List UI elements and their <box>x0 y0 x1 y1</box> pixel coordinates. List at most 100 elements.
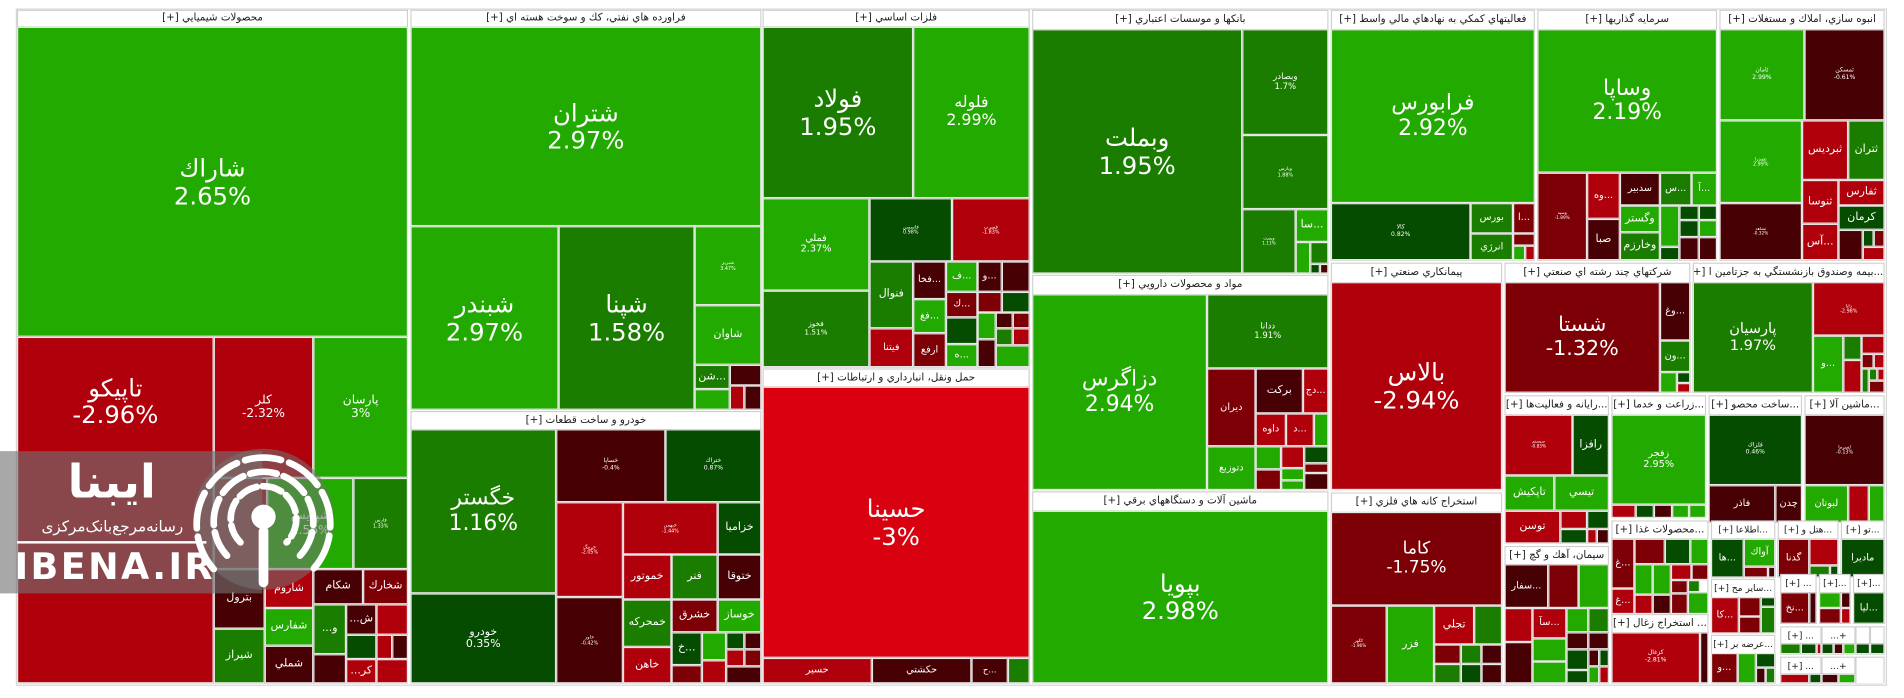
stock-tile[interactable]: ...س <box>1659 172 1692 206</box>
stock-tile[interactable]: ...و <box>1812 335 1844 393</box>
stock-tile[interactable]: ارفع <box>913 333 946 368</box>
stock-tile[interactable]: شپنا 1.58% <box>558 226 695 410</box>
stock-tile[interactable] <box>1481 644 1503 664</box>
stock-tile[interactable]: ختراك 0.87% <box>665 429 762 503</box>
stock-tile[interactable] <box>1840 608 1851 624</box>
stock-tile[interactable]: خزاميا <box>717 502 762 555</box>
stock-tile[interactable]: كگهر -1.96% <box>1330 605 1387 684</box>
stock-tile[interactable] <box>995 345 1030 368</box>
stock-tile[interactable]: شبندر 2.97% <box>410 226 559 410</box>
stock-tile[interactable]: انرژي <box>1470 233 1514 261</box>
sector-header-expand[interactable]: سرمايه گذاريها [+] <box>1538 10 1716 31</box>
sector-header-expand[interactable]: انبوه سازي، املاك و مستغلات [+] <box>1720 10 1884 31</box>
stock-tile[interactable]: شستا -1.32% <box>1504 282 1660 393</box>
stock-tile[interactable]: ...شن <box>694 364 730 390</box>
stock-tile[interactable]: خاور -0.42% <box>556 597 623 684</box>
stock-tile[interactable]: ...غ <box>1611 538 1635 589</box>
stock-tile[interactable] <box>1588 608 1609 633</box>
sector-header-expand[interactable]: فعاليتهاي كمكي به نهادهاي مالي واسط [+] <box>1332 10 1534 31</box>
stock-tile[interactable] <box>1689 504 1707 519</box>
sector-header-expand[interactable] <box>1871 627 1884 645</box>
sector-header-expand[interactable]: سيمان، آهك و گچ [+] <box>1505 547 1608 566</box>
stock-tile[interactable]: ثامان 2.99% <box>1719 29 1805 121</box>
stock-tile[interactable]: فاذر <box>1708 485 1776 523</box>
stock-tile[interactable] <box>977 339 996 368</box>
stock-tile[interactable]: ...د <box>1285 413 1314 447</box>
stock-tile[interactable] <box>1474 605 1503 645</box>
stock-tile[interactable]: ثفارس <box>1838 179 1885 206</box>
sector-header-expand[interactable]: ...محصولات غذا [+] <box>1612 521 1708 540</box>
stock-tile[interactable] <box>1819 592 1841 608</box>
stock-tile[interactable] <box>1672 504 1690 519</box>
stock-tile[interactable]: و... <box>313 604 347 655</box>
sector-header-expand[interactable]: محصولات شيميايي [+] <box>18 10 407 28</box>
stock-tile[interactable] <box>1698 237 1718 261</box>
stock-tile[interactable]: ثشاهد -0.32% <box>1719 203 1803 261</box>
sector-header-expand[interactable]: خودرو و ساخت قطعات [+] <box>411 412 761 431</box>
stock-tile[interactable] <box>1679 237 1699 261</box>
stock-tile[interactable]: رافزا <box>1572 414 1609 476</box>
stock-tile[interactable] <box>1838 229 1863 261</box>
stock-tile[interactable]: ...وغ <box>1659 282 1691 341</box>
stock-tile[interactable]: ثتران <box>1848 120 1885 180</box>
stock-tile[interactable] <box>1755 667 1766 684</box>
stock-tile[interactable]: خوساز <box>717 599 762 633</box>
sector-header-expand[interactable]: ... [+] <box>1781 627 1821 645</box>
stock-tile[interactable] <box>1255 469 1282 491</box>
stock-tile[interactable] <box>1513 233 1535 246</box>
stock-tile[interactable] <box>1809 538 1839 566</box>
stock-tile[interactable] <box>1281 446 1305 469</box>
stock-tile[interactable]: خموتور <box>622 554 672 600</box>
stock-tile[interactable] <box>1687 592 1709 615</box>
stock-tile[interactable]: ...ا <box>1513 203 1535 234</box>
stock-tile[interactable]: ...ح <box>971 657 1008 684</box>
stock-tile[interactable]: ...نخ <box>1780 592 1810 624</box>
stock-tile[interactable]: كزغال -2.81% <box>1611 632 1701 684</box>
stock-tile[interactable] <box>1679 220 1699 238</box>
stock-tile[interactable] <box>1255 446 1282 470</box>
stock-tile[interactable]: دتوزيع <box>1207 446 1256 491</box>
stock-tile[interactable] <box>1587 510 1609 529</box>
sector-header-expand[interactable]: ... [+] <box>1781 575 1816 594</box>
stock-tile[interactable] <box>1560 528 1588 544</box>
stock-tile[interactable] <box>1700 632 1709 684</box>
stock-tile[interactable]: وپست 1.11% <box>1242 209 1296 274</box>
stock-tile[interactable]: فخوز 1.51% <box>762 290 870 368</box>
sector-header-expand[interactable]: ...ساير مح [+] <box>1712 580 1775 599</box>
stock-tile[interactable] <box>1738 597 1761 617</box>
sector-header-expand[interactable]: ...ماشين آلا [+] <box>1805 396 1884 416</box>
stock-tile[interactable]: آواك <box>1743 538 1776 567</box>
stock-tile[interactable]: فلوله 2.99% <box>913 26 1030 199</box>
stock-tile[interactable] <box>1819 608 1841 624</box>
stock-tile[interactable] <box>1862 229 1874 247</box>
stock-tile[interactable]: پارسان 3% <box>313 336 409 478</box>
stock-tile[interactable]: ...و <box>1710 652 1738 684</box>
stock-tile[interactable]: ثنوسا <box>1802 179 1839 224</box>
stock-tile[interactable] <box>376 604 409 635</box>
sector-header-expand[interactable]: ... استخراج زغال [+] <box>1612 615 1708 634</box>
stock-tile[interactable] <box>1843 643 1856 655</box>
stock-tile[interactable]: لبوتان <box>1804 485 1849 523</box>
sector-header-expand[interactable]: ... [+] <box>1781 657 1821 675</box>
sector-header-expand[interactable] <box>1856 657 1884 685</box>
stock-tile[interactable] <box>1588 649 1600 667</box>
stock-tile[interactable] <box>1635 504 1654 519</box>
stock-tile[interactable] <box>1768 566 1776 578</box>
stock-tile[interactable]: توسن <box>1504 510 1561 544</box>
stock-tile[interactable] <box>744 649 762 667</box>
stock-tile[interactable]: شاوان <box>694 305 762 365</box>
sector-header-expand[interactable]: استخراج كانه هاي فلزي [+] <box>1332 493 1501 514</box>
stock-tile[interactable] <box>726 649 745 667</box>
sector-header-expand[interactable]: +... <box>1822 627 1855 645</box>
stock-tile[interactable] <box>1587 528 1597 544</box>
stock-tile[interactable] <box>1809 592 1817 624</box>
stock-tile[interactable] <box>726 632 745 650</box>
stock-tile[interactable]: ماديرا <box>1840 538 1885 578</box>
stock-tile[interactable] <box>701 632 727 661</box>
stock-tile[interactable]: فنر <box>671 554 718 600</box>
stock-tile[interactable] <box>1513 245 1526 261</box>
sector-header-expand[interactable]: ...[+] <box>1820 575 1850 594</box>
stock-tile[interactable] <box>1634 594 1653 615</box>
stock-tile[interactable] <box>1760 606 1776 634</box>
stock-tile[interactable] <box>1698 220 1718 238</box>
